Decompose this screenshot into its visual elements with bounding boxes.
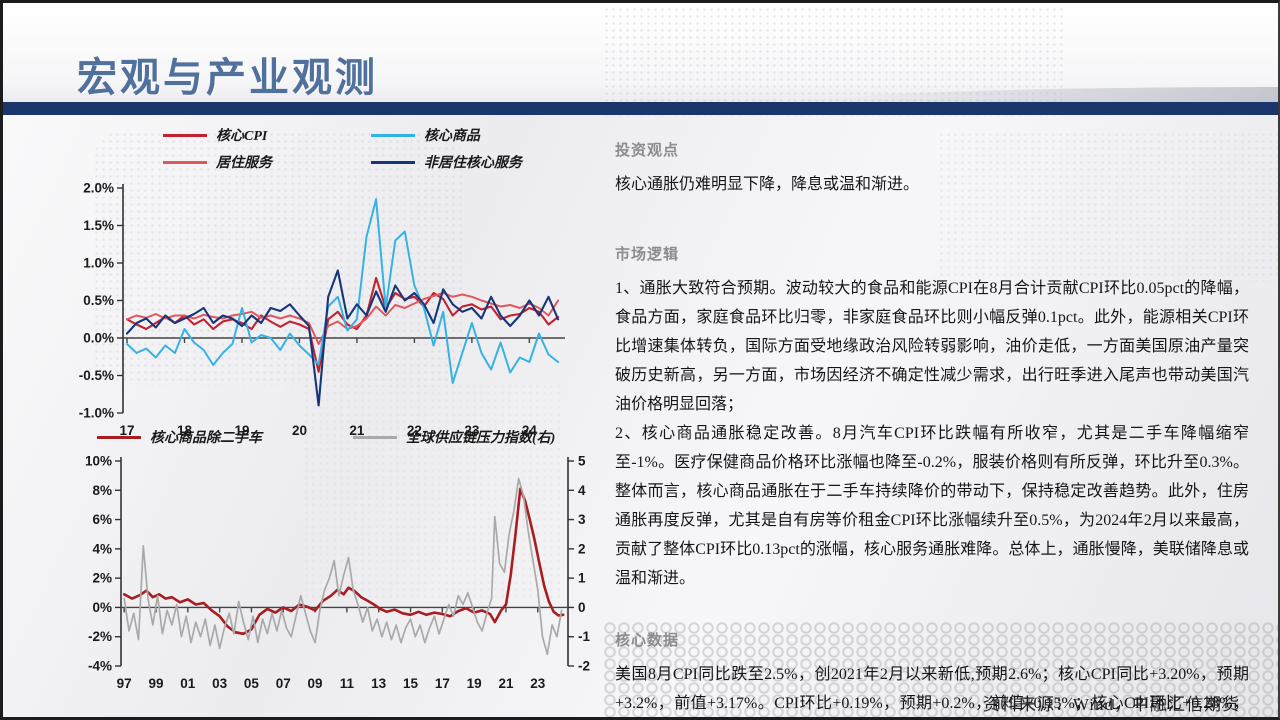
y-tick-label: -0.5% (79, 368, 114, 383)
x-tick-label: 03 (212, 676, 228, 691)
market-logic-para2: 2、核心商品通胀稳定改善。8月汽车CPI环比跌幅有所收窄，尤其是二手车降幅缩窄至… (615, 425, 1249, 587)
legend-swatch (371, 160, 415, 164)
legend-item-gscpi: 全球供应链压力指数(右) (353, 427, 610, 447)
y-tick-label: 1.5% (83, 218, 114, 233)
series-line (123, 477, 563, 656)
legend-label: 全球供应链压力指数(右) (406, 431, 556, 446)
core-cpi-components-chart-block: 核心CPI 核心商品 居住服务 非居住核心服务 2.0% 1.5% 1.0% 0.5%… (65, 125, 585, 449)
x-tick-label: 09 (308, 676, 323, 691)
legend-swatch (163, 133, 207, 137)
core-data-body: 美国8月CPI同比跌至2.5%，创2021年2月以来新低,预期2.6%；核心CP… (615, 666, 1249, 712)
y-tick-label: -1 (578, 629, 590, 644)
x-tick-label: 15 (403, 676, 419, 691)
series-line (122, 487, 565, 636)
chart1-legend: 核心CPI 核心商品 居住服务 非居住核心服务 (163, 125, 585, 172)
y-tick-label: 3 (578, 512, 586, 527)
legend-swatch (97, 435, 141, 439)
y-tick-label: 0.0% (83, 331, 114, 346)
legend-item-core-cpi: 核心CPI (163, 125, 345, 145)
legend-swatch (353, 435, 397, 439)
x-tick-label: 17 (435, 676, 450, 691)
y-tick-label: 4 (578, 483, 586, 498)
chart2-legend: 核心商品除二手车 全球供应链压力指数(右) (97, 427, 610, 447)
title-divider-bar (3, 102, 1278, 115)
x-tick-label: 01 (180, 676, 196, 691)
viewpoint-heading: 投资观点 (615, 142, 680, 159)
y-tick-label: 0% (92, 600, 112, 615)
legend-swatch (371, 133, 415, 137)
x-tick-label: 17 (120, 423, 135, 438)
legend-item-core-goods-ex-used-cars: 核心商品除二手车 (97, 427, 327, 447)
y-tick-label: 6% (92, 512, 112, 527)
y-tick-label: -4% (88, 659, 112, 674)
y-tick-label: -2 (578, 659, 590, 674)
y-tick-label: 4% (92, 541, 112, 556)
x-tick-label: 07 (276, 676, 291, 691)
core-cpi-components-chart: 2.0% 1.5% 1.0% 0.5% 0.0% -0.5% -1.0% 17 18 19 20 21… (79, 181, 565, 438)
x-tick-label: 99 (148, 676, 163, 691)
x-tick-label: 19 (234, 423, 249, 438)
x-tick-label: 05 (244, 676, 260, 691)
market-logic-heading: 市场逻辑 (615, 246, 680, 263)
market-logic-para1: 1、通胀大致符合预期。波动较大的食品和能源CPI在8月合计贡献CPI环比0.05… (615, 280, 1249, 413)
x-tick-label: 24 (522, 423, 538, 438)
x-tick-label: 97 (117, 676, 132, 691)
y-tick-label: 8% (92, 483, 112, 498)
y-tick-label: 2 (578, 541, 586, 556)
series-line (126, 292, 560, 345)
y-tick-label: -1.0% (79, 406, 114, 421)
y-tick-label: 0.5% (83, 293, 114, 308)
y-tick-label: 2.0% (83, 181, 114, 196)
series-line (126, 198, 560, 384)
x-tick-label: 21 (349, 423, 365, 438)
x-tick-label: 21 (498, 676, 514, 691)
legend-item-non-housing-core-services: 非居住核心服务 (371, 152, 585, 172)
x-tick-label: 19 (467, 676, 482, 691)
legend-swatch (163, 160, 207, 164)
legend-item-core-goods: 核心商品 (371, 125, 585, 145)
source-note: 资料来源：Wind，中融汇信期货 (982, 695, 1240, 714)
y-tick-label: 10% (85, 454, 112, 469)
viewpoint-body: 核心通胀仍难明显下降，降息或温和渐进。 (615, 176, 920, 193)
analysis-column: 投资观点 核心通胀仍难明显下降，降息或温和渐进。 市场逻辑 1、通胀大致符合预期… (615, 139, 1249, 717)
x-tick-label: 23 (464, 423, 480, 438)
x-tick-label: 13 (371, 676, 387, 691)
x-tick-label: 18 (177, 423, 193, 438)
legend-label: 核心商品 (424, 129, 480, 144)
x-tick-label: 11 (340, 676, 355, 691)
y-tick-label: 2% (92, 571, 112, 586)
legend-label: 核心CPI (216, 129, 268, 144)
y-tick-label: 5 (578, 454, 586, 469)
legend-item-housing-services: 居住服务 (163, 152, 345, 172)
x-tick-label: 22 (407, 423, 422, 438)
core-goods-gscpi-chart-block: 核心商品除二手车 全球供应链压力指数(右) 10% 8% 6% 4% 2% 0% -2% -4… (65, 427, 610, 717)
series-line (125, 269, 560, 407)
x-tick-label: 23 (530, 676, 546, 691)
header-band (3, 3, 1278, 102)
legend-label: 居住服务 (216, 156, 272, 171)
core-data-heading: 核心数据 (615, 632, 680, 649)
legend-label: 核心商品除二手车 (150, 431, 262, 446)
y-tick-label: 1 (578, 571, 586, 586)
y-tick-label: -2% (88, 629, 112, 644)
page-title: 宏观与产业观测 (77, 55, 378, 100)
legend-label: 非居住核心服务 (424, 156, 522, 171)
x-tick-label: 20 (292, 423, 307, 438)
y-tick-label: 1.0% (83, 256, 114, 271)
y-tick-label: 0 (578, 600, 586, 615)
